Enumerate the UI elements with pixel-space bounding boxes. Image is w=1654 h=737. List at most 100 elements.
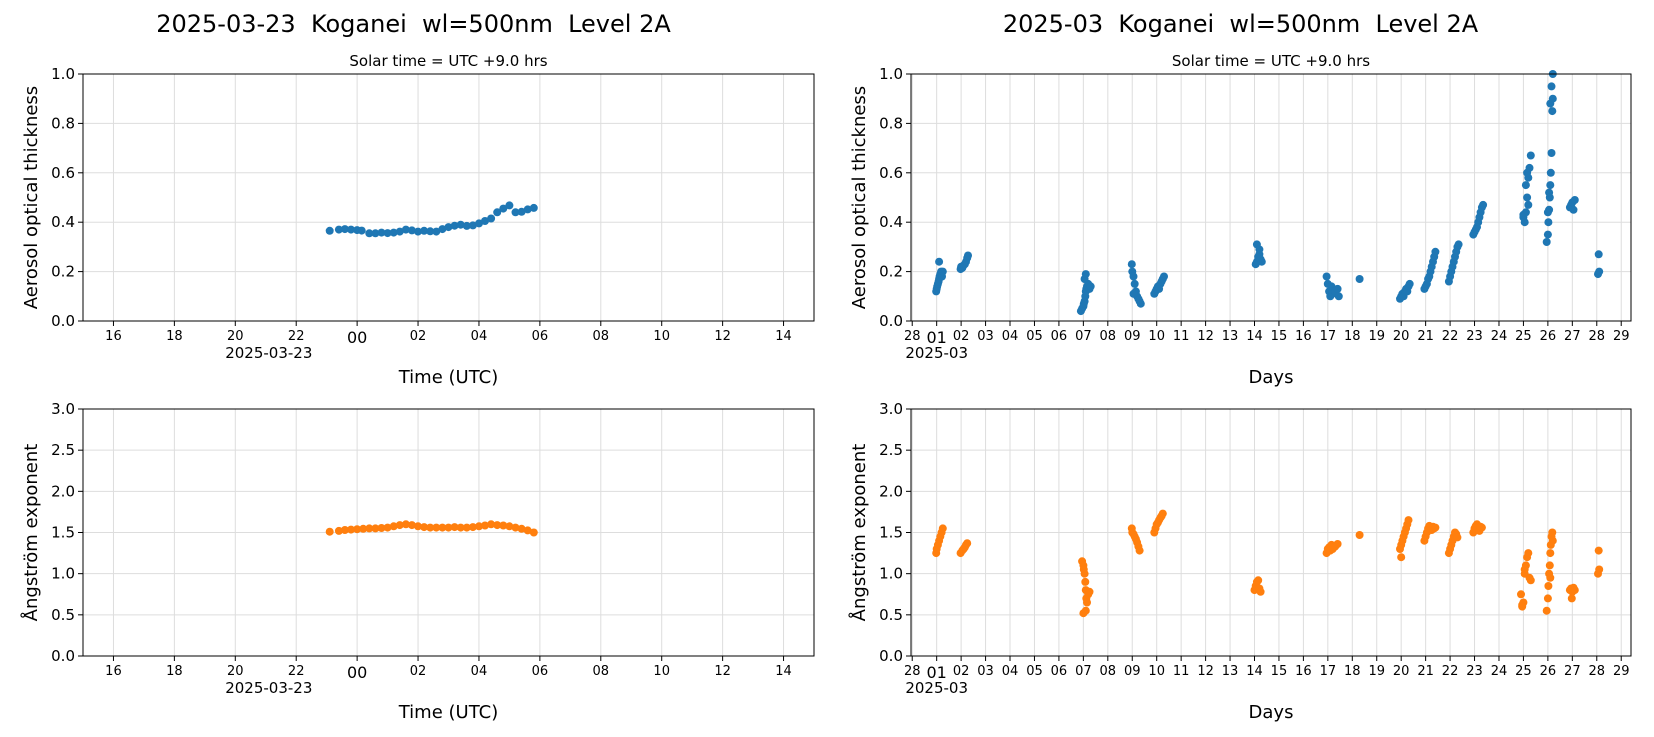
x-tick-label: 14	[1246, 329, 1263, 344]
data-point	[462, 221, 471, 230]
data-point	[1523, 168, 1532, 177]
x-tick-label: 21	[1417, 664, 1434, 679]
data-point	[1546, 168, 1555, 177]
x-tick-label: 28	[904, 329, 921, 344]
data-point	[1135, 546, 1144, 555]
data-point	[377, 228, 386, 237]
y-tick-label: 0.4	[51, 213, 75, 231]
y-tick-label: 1.0	[879, 565, 903, 583]
y-axis-label: Aerosol optical thickness	[849, 86, 870, 309]
x-tick-label: 12	[1197, 664, 1214, 679]
y-tick-label: 0.2	[51, 263, 75, 281]
x-tick-label: 00	[347, 328, 367, 347]
y-tick-label: 0.5	[51, 606, 75, 624]
data-point	[1570, 586, 1579, 595]
y-tick-label: 3.0	[879, 400, 903, 418]
data-point	[340, 526, 349, 534]
data-point	[401, 520, 410, 529]
data-point	[1594, 546, 1603, 555]
data-point	[1547, 82, 1556, 91]
daily-figure-title: 2025-03-23 Koganei wl=500nm Level 2A	[156, 10, 671, 38]
x-tick-label: 06	[532, 329, 549, 344]
x-tick-label: 03	[977, 329, 994, 344]
x-tick-label: 12	[714, 664, 731, 679]
data-point	[395, 227, 404, 236]
x-tick-label: 16	[1295, 664, 1312, 679]
data-point	[1546, 573, 1555, 582]
data-point	[432, 523, 441, 532]
x-tick-label: 17	[1320, 664, 1337, 679]
x-tick-label: 07	[1075, 664, 1092, 679]
x-tick-label: 09	[1124, 664, 1141, 679]
data-point	[1594, 250, 1603, 259]
data-point	[511, 208, 520, 217]
data-point	[371, 524, 380, 533]
data-point	[438, 523, 447, 532]
data-point	[389, 228, 398, 237]
x-tick-label: 20	[1393, 664, 1410, 679]
data-point	[1544, 582, 1553, 590]
x-tick-label: 04	[1002, 329, 1019, 344]
data-point	[493, 521, 502, 530]
data-point	[438, 225, 447, 234]
data-point	[505, 201, 514, 210]
y-tick-label: 1.0	[879, 65, 903, 83]
data-point	[432, 227, 441, 236]
x-tick-label: 18	[166, 329, 183, 344]
data-point	[1255, 245, 1264, 254]
data-point	[487, 520, 496, 529]
y-tick-label: 0.0	[51, 312, 75, 330]
data-point	[1081, 270, 1090, 279]
y-tick-label: 0.0	[879, 312, 903, 330]
data-point	[468, 523, 477, 532]
data-point	[1160, 272, 1168, 281]
x-tick-label: 13	[1222, 329, 1239, 344]
x-tick-label: 15	[1271, 329, 1288, 344]
data-point	[1397, 553, 1406, 562]
plot-frame	[82, 73, 815, 322]
y-tick-label: 1.5	[51, 524, 75, 542]
x-tick-label: 06	[532, 664, 549, 679]
data-point	[1567, 594, 1576, 603]
y-tick-label: 0.2	[879, 263, 903, 281]
x-tick-label: 12	[714, 329, 731, 344]
data-point	[365, 229, 374, 238]
x-tick-label: 29	[1613, 329, 1630, 344]
x-tick-label: 00	[347, 663, 367, 682]
plot-frame	[910, 408, 1632, 657]
data-point	[420, 226, 429, 235]
x-tick-label: 27	[1564, 329, 1581, 344]
x-tick-label: 20	[1393, 329, 1410, 344]
x-tick-label: 21	[1417, 329, 1434, 344]
data-point	[347, 225, 355, 234]
y-tick-label: 1.0	[51, 565, 75, 583]
y-tick-label: 0.0	[879, 647, 903, 665]
data-point	[1526, 151, 1535, 160]
plot-frame	[910, 73, 1632, 322]
data-point	[407, 521, 416, 530]
monthly-aot-chart: 28 01 02 03 04 05 06 07 08 09 10 11 12 13 14 15 16 17 18 19…	[849, 52, 1632, 388]
x-tick-label: 23	[1466, 664, 1483, 679]
data-point	[499, 204, 508, 213]
data-point	[1334, 292, 1343, 301]
data-point	[456, 523, 465, 532]
data-point	[1333, 284, 1342, 293]
x-tick-label: 18	[1344, 664, 1361, 679]
data-point	[475, 522, 483, 531]
data-point	[377, 524, 386, 532]
data-point	[1569, 205, 1578, 214]
data-point	[347, 525, 355, 534]
data-point	[529, 528, 538, 537]
x-tick-label: 10	[653, 664, 670, 679]
data-point	[426, 523, 435, 532]
data-point	[1543, 230, 1552, 239]
x-tick-label: 07	[1075, 329, 1092, 344]
x-tick-label: 02	[410, 664, 427, 679]
data-point	[1542, 238, 1551, 246]
data-point	[1081, 606, 1090, 615]
data-point	[523, 526, 532, 535]
x-tick-label: 05	[1026, 664, 1043, 679]
y-tick-label: 2.5	[879, 441, 903, 459]
data-point	[1548, 536, 1557, 545]
y-tick-label: 0.5	[879, 606, 903, 624]
